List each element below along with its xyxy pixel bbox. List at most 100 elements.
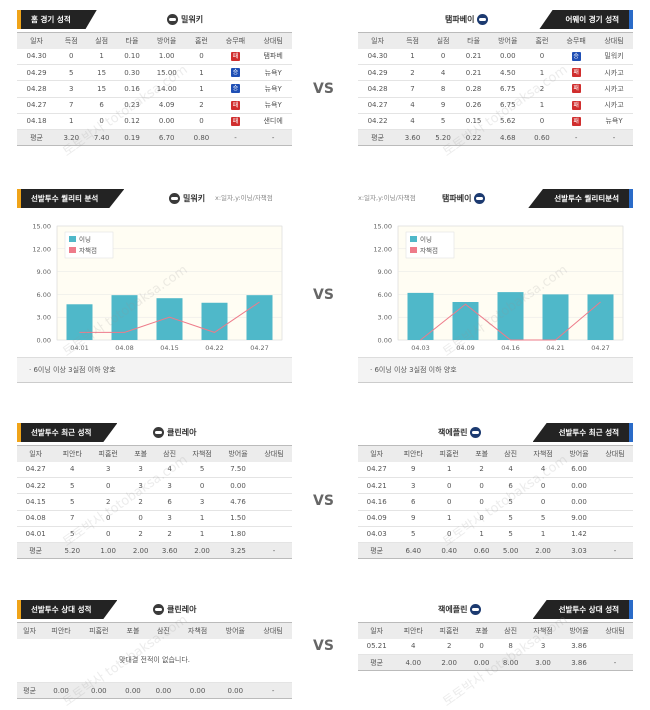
table-row: 04.16 6 0 0 5 0 0.00	[358, 493, 633, 511]
table-cell: 4	[155, 461, 185, 479]
table-cell: 0.00	[561, 493, 597, 511]
y-tick-label: 0.00	[378, 337, 392, 345]
axis-note: x:일자,y:이닝/자책점	[358, 194, 416, 202]
legend-swatch	[69, 247, 76, 253]
table-cell: 4	[427, 64, 459, 82]
earned-runs-line	[79, 301, 260, 333]
table-cell: 0.00	[561, 477, 597, 495]
quality-badge: 선발투수 퀄리티분석	[528, 189, 633, 208]
column-header: 피안타	[395, 622, 432, 639]
table-cell: 7	[54, 510, 91, 527]
table-cell: 0	[526, 48, 558, 66]
table-cell: 4.68	[488, 129, 527, 147]
table-cell: 5	[54, 493, 91, 511]
away-pitcher-vs-panel: 잭에플린 선발투수 상대 성적 일자 피안타 피홈런 포볼 삼진 자책점 방어율 상대팀 05.…	[358, 600, 633, 672]
pitcher-vs-table: 일자 피안타 피홈런 포볼 삼진 자책점 방어율 상대팀 맞대결 전적이 없습니다. 평균 0.00…	[17, 622, 292, 700]
vs-label: VS	[313, 287, 334, 303]
column-header: 삼진	[148, 622, 179, 639]
table-cell: 2.00	[525, 542, 562, 560]
table-cell: 0.00	[178, 682, 217, 700]
table-cell: 2	[397, 64, 428, 82]
table-row: 04.08 7 0 0 3 1 1.50	[17, 510, 292, 527]
table-cell: 뉴욕Y	[254, 80, 292, 98]
table-cell: 6.00	[561, 461, 597, 479]
table-cell: 0.00	[79, 682, 118, 700]
result-badge: 패	[571, 84, 581, 94]
table-cell: -	[216, 129, 255, 147]
table-cell: 5.62	[488, 113, 527, 130]
column-header: 득점	[397, 32, 428, 49]
table-row: 04.28 3 15 0.16 14.00 1 승 뉴욕Y	[17, 80, 292, 98]
average-row: 평균 3.20 7.40 0.19 6.70 0.80- -	[17, 129, 292, 147]
table-cell: 0	[431, 477, 468, 495]
table-cell: 0.12	[116, 113, 148, 130]
column-header: 피홈런	[90, 445, 127, 462]
table-cell: 0	[90, 510, 127, 527]
table-cell: 3.03	[561, 542, 597, 560]
away-quality-chart-panel: x:일자,y:이닝/자책점 탬파베이 선발투수 퀄리티분석 0.00 3.00 6.…	[358, 189, 633, 383]
table-cell: 0.00	[220, 477, 256, 495]
table-cell: 04.30	[358, 48, 398, 66]
table-cell: 1	[431, 510, 468, 527]
table-cell: 1	[186, 64, 217, 82]
quality-note: · 6이닝 이상 3실점 이하 양호	[17, 358, 292, 383]
table-cell: 3	[90, 461, 127, 479]
table-cell: 2.00	[431, 654, 468, 672]
column-header: 피안타	[54, 445, 91, 462]
table-cell: 2.00	[126, 542, 156, 560]
table-cell: 04.27	[358, 97, 398, 114]
table-cell: 3.00	[525, 654, 562, 672]
pitcher-vs-badge: 선발투수 상대 성적	[17, 600, 118, 619]
table-row: 04.30 0 1 0.10 1.00 0 패 탬파베	[17, 48, 292, 66]
table-cell: 1.80	[220, 526, 256, 543]
table-cell: 1	[186, 80, 217, 98]
table-cell: 0.00	[117, 682, 149, 700]
column-header: 홈런	[186, 32, 217, 49]
column-header: 일자	[17, 622, 43, 639]
table-cell: 5	[496, 510, 526, 527]
table-cell: 8	[427, 80, 459, 98]
table-cell: 3	[126, 477, 156, 495]
quality-chart: 0.00 3.00 6.00 9.00 12.00 15.00 04.01 04.08 04.1…	[17, 208, 292, 358]
pitcher-recent-badge: 선발투수 최근 성적	[17, 423, 118, 442]
table-cell: 7.50	[220, 461, 256, 479]
column-header: 일자	[17, 445, 55, 462]
table-cell: 0	[184, 477, 221, 495]
column-header: 방어율	[488, 32, 527, 49]
column-header: 포볼	[467, 445, 497, 462]
away-record-panel: 탬파베이 어웨이 경기 성적 일자 득점 실점 타율 방어율 홈런 승무패 상대팀 04.30 1…	[358, 10, 633, 147]
table-cell: 3	[155, 510, 185, 527]
table-cell: 5	[496, 526, 526, 543]
table-cell: -	[557, 129, 596, 147]
table-cell: 3	[395, 477, 432, 495]
column-header: 타율	[116, 32, 148, 49]
x-tick-label: 04.16	[501, 344, 520, 352]
innings-bar	[201, 302, 228, 340]
column-header: 상대팀	[254, 32, 292, 49]
table-row: 04.09 9 1 0 5 5 9.00	[358, 510, 633, 527]
table-cell	[255, 510, 292, 527]
table-cell: 1	[526, 64, 558, 82]
y-tick-label: 12.00	[373, 245, 392, 253]
table-cell: 평균	[17, 129, 57, 147]
team-logo-icon	[153, 604, 164, 615]
table-cell: 04.22	[358, 113, 398, 130]
y-tick-label: 6.00	[37, 291, 51, 299]
y-tick-label: 0.00	[37, 337, 51, 345]
table-cell: 4.09	[147, 97, 187, 114]
table-cell: 0	[431, 526, 468, 543]
table-cell: 04.27	[358, 461, 396, 479]
team-logo-icon	[169, 193, 180, 204]
table-cell: 0.19	[116, 129, 148, 147]
innings-bar	[407, 292, 434, 340]
result-badge: 패	[230, 51, 240, 61]
x-tick-label: 04.27	[250, 344, 269, 352]
table-cell: 평균	[17, 682, 43, 700]
x-tick-label: 04.15	[160, 344, 179, 352]
table-cell: 04.09	[358, 510, 396, 527]
vs-label: VS	[313, 81, 334, 97]
table-cell: 0	[427, 48, 459, 66]
table-cell: 6	[155, 493, 185, 511]
table-cell: 0.28	[458, 80, 489, 98]
table-cell: 뉴욕Y	[595, 113, 633, 130]
